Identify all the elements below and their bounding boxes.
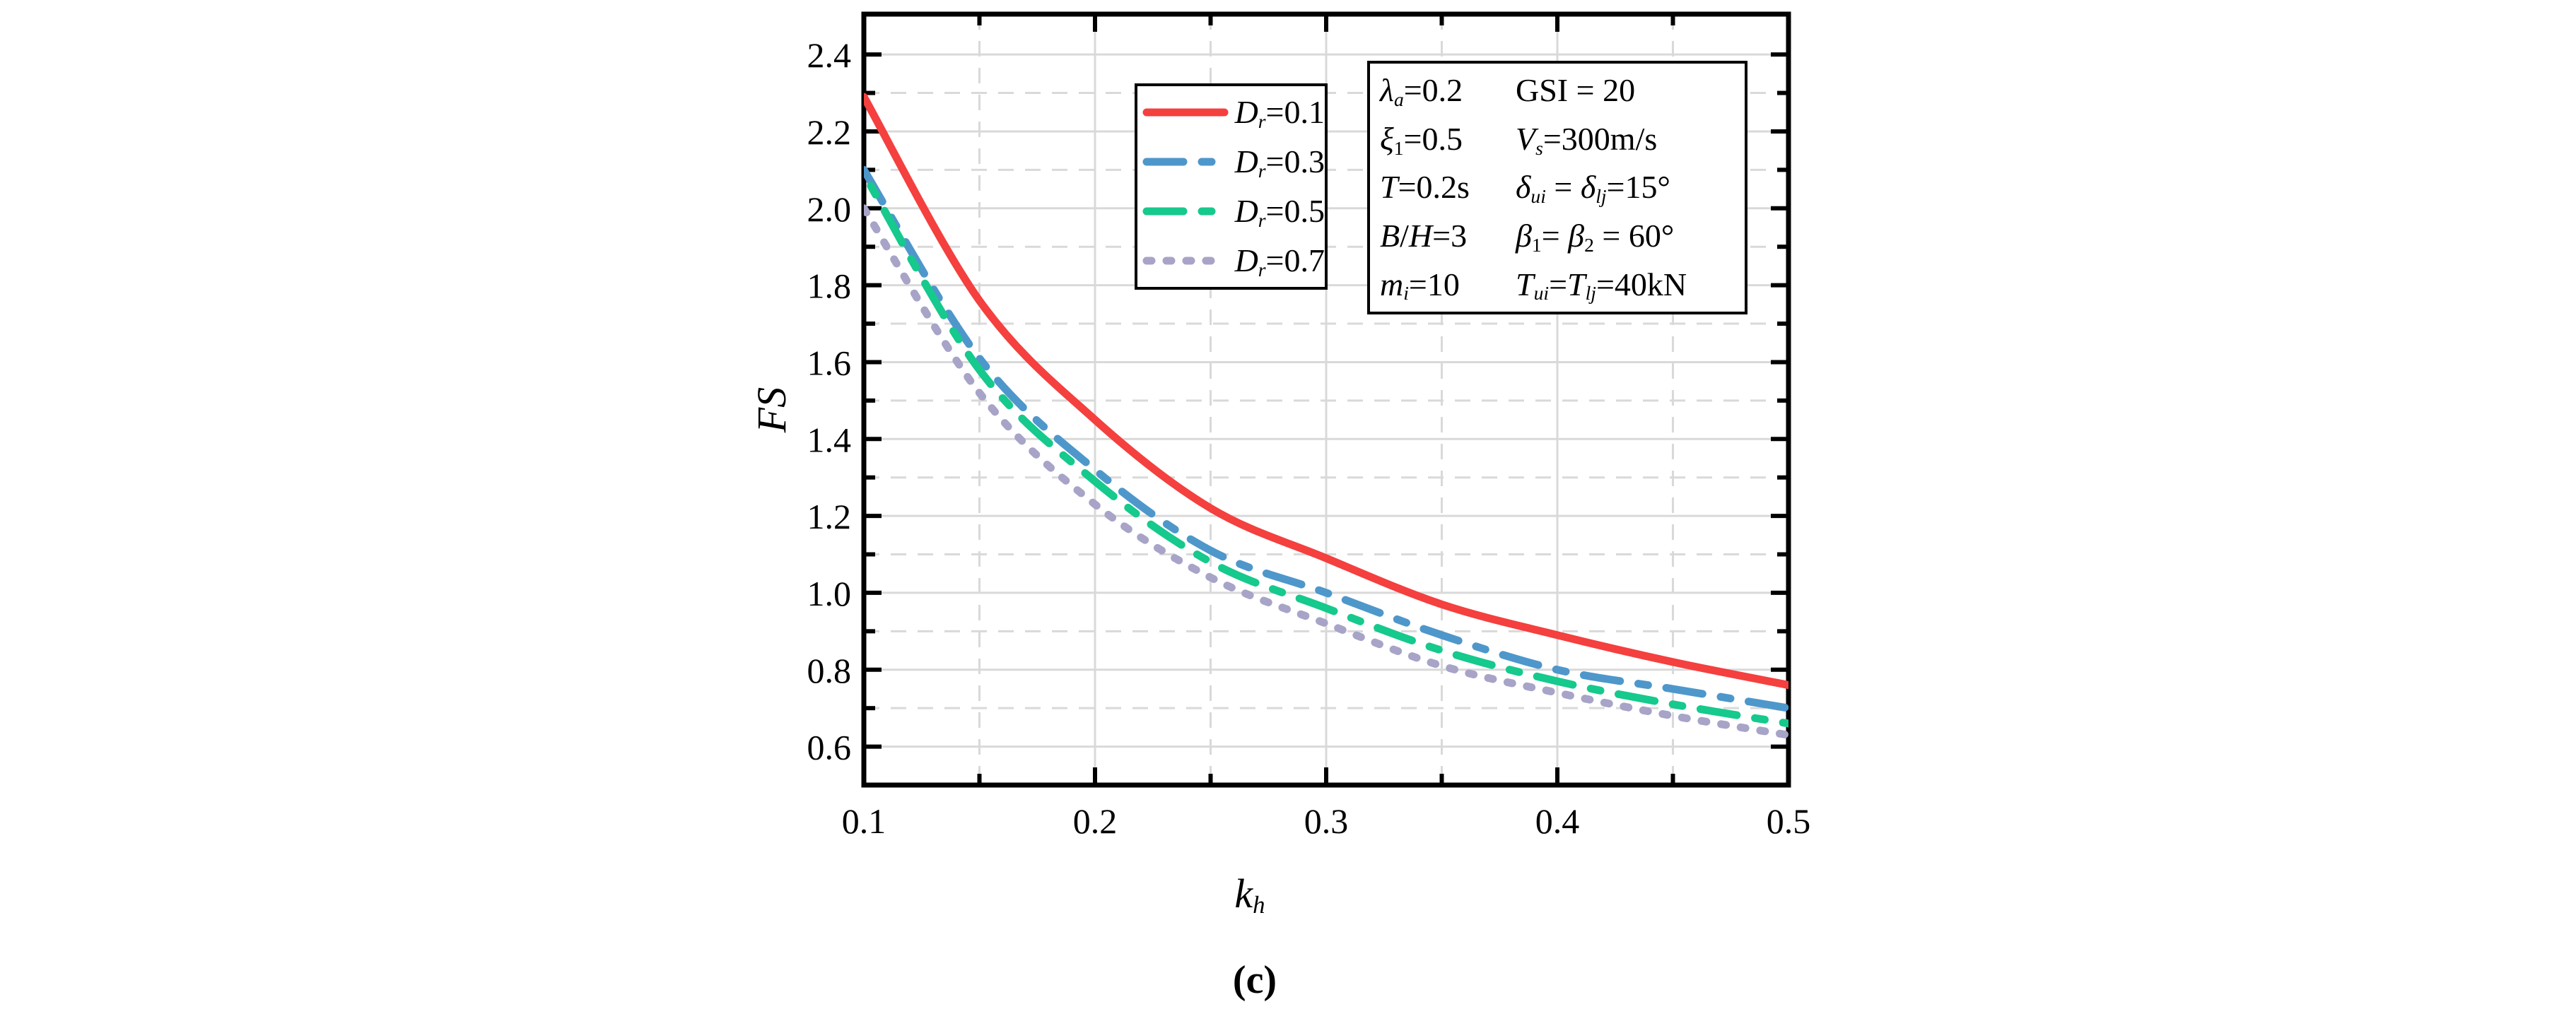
curve-dr-0-7 — [864, 204, 1788, 739]
parameter-value: Vs=300m/s — [1516, 120, 1658, 159]
y-tick-label: 1.0 — [807, 574, 852, 613]
x-tick-label: 0.1 — [842, 801, 886, 841]
parameter-box: λa=0.2 GSI = 20 ξ1=0.5 Vs=300m/s T=0.2s … — [1367, 61, 1747, 314]
legend-item: Dr=0.7 — [1142, 242, 1325, 281]
plot-border — [861, 11, 1791, 788]
parameter-row: ξ1=0.5 Vs=300m/s — [1380, 120, 1745, 159]
parameter-row: T=0.2s δui = δlj=15° — [1380, 169, 1745, 208]
parameter-value: GSI = 20 — [1516, 72, 1636, 109]
parameter-value: δui = δlj=15° — [1516, 169, 1670, 208]
parameter-row: B/H=3 β1= β2 = 60° — [1380, 218, 1745, 256]
y-axis-title: FS — [749, 387, 795, 433]
legend-item: Dr=0.5 — [1142, 193, 1325, 231]
y-tick-label: 1.2 — [807, 497, 852, 536]
y-tick-label: 2.0 — [807, 189, 852, 229]
legend-line-sample — [1142, 108, 1229, 117]
parameter-row: mi=10 Tui=Tlj=40kN — [1380, 266, 1745, 305]
curve-dr-0-1 — [864, 93, 1788, 689]
legend-item: Dr=0.1 — [1142, 94, 1325, 132]
y-tick-label: 1.8 — [807, 266, 852, 306]
parameter-row: λa=0.2 GSI = 20 — [1380, 72, 1745, 110]
legend-label: Dr=0.1 — [1234, 94, 1325, 132]
legend-line-sample — [1142, 158, 1229, 166]
legend-box: Dr=0.1 Dr=0.3 Dr=0.5 Dr=0.7 — [1135, 83, 1328, 290]
parameter-value: mi=10 — [1380, 266, 1460, 305]
parameter-value: B/H=3 — [1380, 218, 1468, 254]
legend-label: Dr=0.3 — [1234, 143, 1325, 182]
parameter-value: Tui=Tlj=40kN — [1516, 266, 1687, 305]
x-tick-label: 0.5 — [1767, 801, 1811, 841]
x-tick-label: 0.3 — [1304, 801, 1349, 841]
parameter-value: T=0.2s — [1380, 169, 1470, 206]
parameter-value: λa=0.2 — [1380, 72, 1463, 110]
curve-dr-0-5 — [864, 170, 1788, 728]
y-tick-label: 0.6 — [807, 728, 852, 767]
legend-label: Dr=0.5 — [1234, 193, 1325, 231]
legend-line-sample — [1142, 207, 1229, 216]
x-axis-title: kh — [1234, 871, 1265, 919]
legend-line-sample — [1142, 257, 1229, 265]
legend-label: Dr=0.7 — [1234, 242, 1325, 281]
x-tick-label: 0.4 — [1535, 801, 1580, 841]
y-tick-label: 2.4 — [807, 35, 852, 75]
curve-dr-0-3 — [864, 165, 1788, 712]
y-tick-label: 1.4 — [807, 420, 852, 459]
parameter-value: β1= β2 = 60° — [1516, 218, 1675, 256]
x-tick-label: 0.2 — [1073, 801, 1118, 841]
y-tick-label: 0.8 — [807, 651, 852, 690]
parameter-value: ξ1=0.5 — [1380, 120, 1463, 159]
y-tick-label: 1.6 — [807, 343, 852, 382]
y-tick-label: 2.2 — [807, 112, 852, 152]
figure-caption: (c) — [1232, 958, 1277, 1002]
legend-item: Dr=0.3 — [1142, 143, 1325, 182]
